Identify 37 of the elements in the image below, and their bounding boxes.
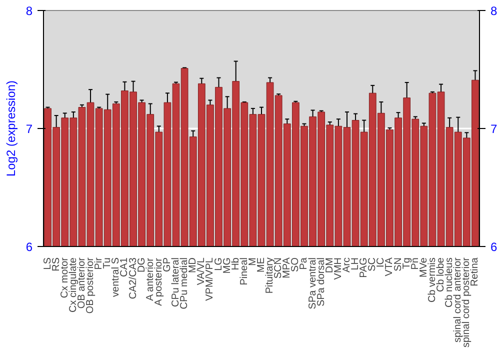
y-tick-label: 6 bbox=[26, 240, 33, 254]
x-tick-label: Pineal bbox=[238, 257, 250, 286]
y2-tick-label: 7 bbox=[490, 122, 498, 136]
x-tick-label: Cx cingulate bbox=[68, 257, 79, 313]
y2-tick-label: 8 bbox=[490, 4, 498, 18]
x-tick-label: Pituitary bbox=[264, 258, 276, 294]
x-tick-label: VMH bbox=[332, 257, 344, 280]
x-tick-label: CA1 bbox=[119, 257, 130, 277]
x-tick-label: OB anterior bbox=[76, 256, 88, 309]
y-axis-title: Log2 (expression) bbox=[4, 80, 18, 177]
x-tick-label: Arc bbox=[341, 258, 352, 272]
x-tick-label: SN bbox=[392, 257, 404, 272]
x-tick-label: ME bbox=[256, 257, 267, 272]
x-tick-label: LS bbox=[42, 257, 54, 270]
x-tick-label: A posterior bbox=[153, 257, 164, 306]
x-tick-label: LG bbox=[213, 257, 224, 271]
y2-tick-label: 6 bbox=[490, 240, 498, 254]
x-tick-label: Pn bbox=[410, 257, 421, 270]
x-tick-label: Pa bbox=[298, 257, 310, 270]
x-tick-label: RS bbox=[50, 257, 62, 272]
y-tick-label: 7 bbox=[26, 122, 33, 136]
x-tick-label: DG bbox=[136, 257, 148, 272]
x-tick-label: A anterior bbox=[144, 257, 156, 301]
x-tick-label: VTA bbox=[384, 257, 396, 276]
x-tick-label: Tg bbox=[401, 258, 412, 270]
x-tick-label: MVe bbox=[418, 257, 430, 278]
x-tick-label: Hb bbox=[230, 257, 242, 270]
x-tick-label: GP bbox=[162, 257, 173, 272]
x-tick-label: M bbox=[247, 257, 258, 266]
x-tick-label: VPM/VPL bbox=[204, 257, 216, 301]
y-tick-label: 8 bbox=[26, 4, 33, 18]
x-tick-label: CA2/CA3 bbox=[128, 257, 139, 300]
x-tick-label: spinal cord posterior bbox=[461, 256, 472, 348]
x-tick-label: Retina bbox=[470, 257, 481, 286]
x-tick-label: SPa dorsal bbox=[316, 257, 327, 306]
x-tick-label: DM bbox=[324, 257, 336, 274]
x-tick-label: OB posterior bbox=[85, 256, 96, 314]
